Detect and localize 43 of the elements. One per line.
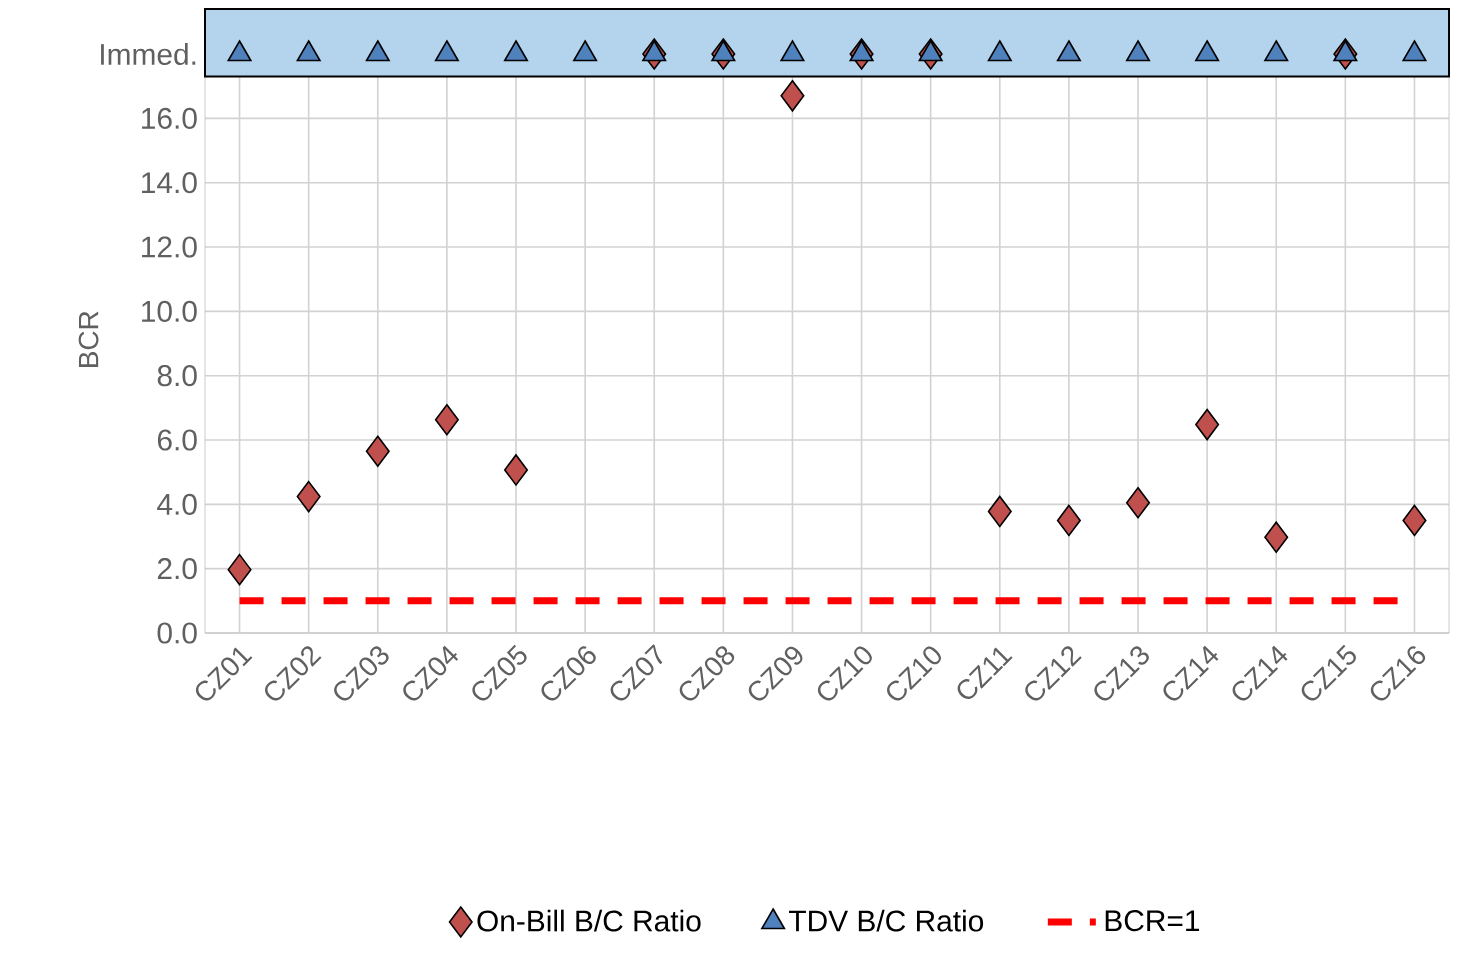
- point: [1125, 40, 1151, 62]
- y-tick-label: 12.0: [142, 236, 197, 258]
- point: [1402, 504, 1427, 537]
- point: [365, 40, 390, 62]
- y-axis-title: BCR: [78, 311, 99, 367]
- point: [918, 40, 943, 62]
- point: [642, 40, 667, 62]
- point: [227, 40, 252, 62]
- point: [1195, 40, 1220, 62]
- legend-label: BCR=1: [1105, 910, 1200, 932]
- y-tick-label: 6.0: [157, 429, 197, 451]
- point: [434, 40, 459, 62]
- point: [987, 40, 1012, 62]
- y-tick-label: 16.0: [142, 107, 197, 129]
- point: [1333, 40, 1358, 62]
- y-tick-label: 10.0: [142, 300, 197, 322]
- point: [365, 435, 390, 468]
- y-tick-label: 0.0: [157, 622, 197, 644]
- y-tick-label: 4.0: [157, 493, 197, 515]
- y-tick-label: Immed.: [101, 43, 196, 65]
- y-tick-label: 2.0: [157, 558, 197, 580]
- point: [573, 40, 598, 62]
- y-tick-label: 14.0: [142, 172, 197, 194]
- point: [503, 454, 529, 486]
- point: [780, 40, 805, 62]
- y-tick-label: 8.0: [157, 365, 197, 387]
- point: [987, 495, 1012, 528]
- point: [1264, 40, 1289, 62]
- point: [227, 553, 252, 586]
- point: [1195, 408, 1220, 441]
- point: [434, 403, 459, 436]
- point: [1056, 40, 1081, 62]
- point: [849, 40, 874, 62]
- point: [1125, 486, 1151, 519]
- point: [296, 480, 321, 513]
- legend-label: TDV B/C Ratio: [789, 909, 984, 932]
- point: [503, 40, 529, 62]
- point: [296, 40, 321, 62]
- point: [711, 40, 736, 62]
- legend-label: On-Bill B/C Ratio: [477, 909, 701, 932]
- point: [1264, 521, 1289, 553]
- point: [1402, 40, 1427, 62]
- point: [1056, 504, 1081, 537]
